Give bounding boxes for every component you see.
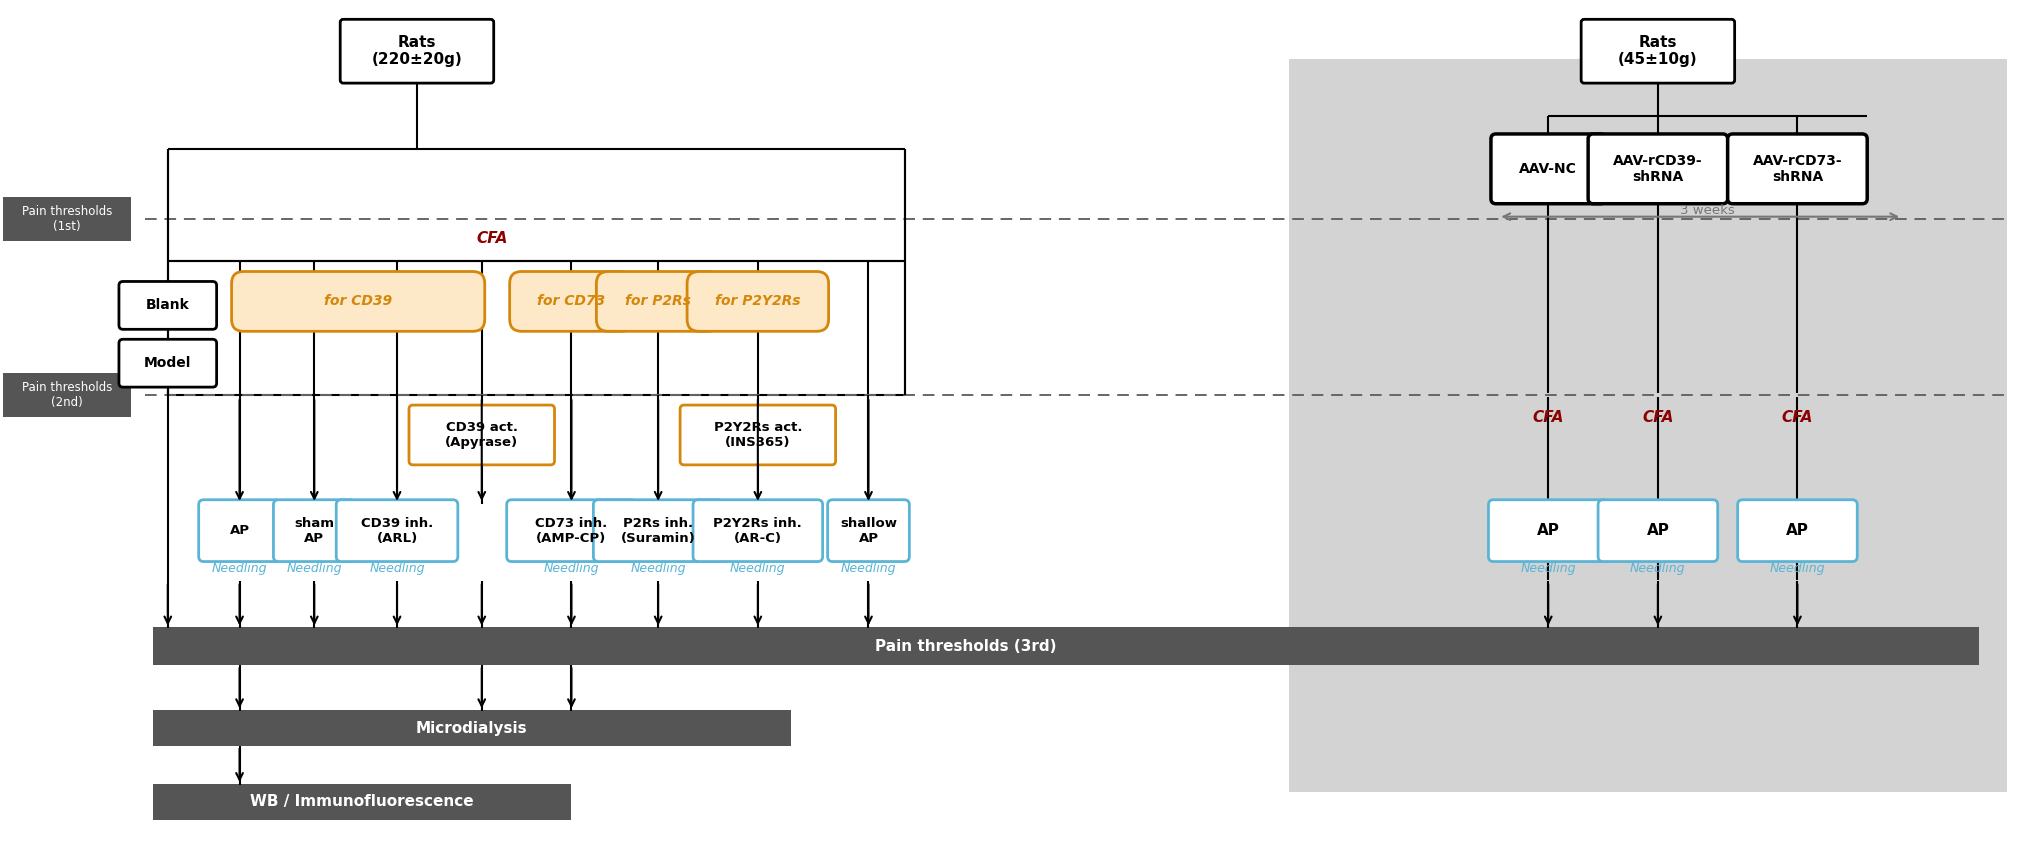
- FancyBboxPatch shape: [681, 405, 835, 465]
- Text: Model: Model: [144, 357, 191, 370]
- FancyBboxPatch shape: [1589, 134, 1727, 204]
- FancyBboxPatch shape: [1581, 20, 1735, 83]
- Text: Needling: Needling: [729, 562, 786, 575]
- Bar: [152, 710, 790, 746]
- Text: for P2Y2Rs: for P2Y2Rs: [715, 295, 801, 308]
- Text: AP: AP: [230, 524, 250, 537]
- Text: AAV-NC: AAV-NC: [1520, 162, 1577, 176]
- Text: Needling: Needling: [545, 562, 599, 575]
- Text: shallow
AP: shallow AP: [839, 517, 896, 545]
- FancyBboxPatch shape: [274, 500, 356, 561]
- Text: Pain thresholds
(2nd): Pain thresholds (2nd): [22, 381, 112, 409]
- FancyBboxPatch shape: [1597, 500, 1717, 561]
- Bar: [4, 197, 130, 240]
- Text: WB / Immunofluorescence: WB / Immunofluorescence: [250, 795, 473, 809]
- Text: CFA: CFA: [1642, 409, 1674, 424]
- Bar: [4, 374, 130, 417]
- Text: AP: AP: [1646, 523, 1670, 538]
- FancyBboxPatch shape: [339, 20, 494, 83]
- Text: CFA: CFA: [1532, 409, 1565, 424]
- FancyBboxPatch shape: [1737, 500, 1857, 561]
- Text: 3 weeks: 3 weeks: [1680, 205, 1735, 217]
- Text: CD39 inh.
(ARL): CD39 inh. (ARL): [362, 517, 433, 545]
- Text: Needling: Needling: [1770, 562, 1825, 575]
- FancyBboxPatch shape: [199, 500, 280, 561]
- Text: CD39 act.
(Apyrase): CD39 act. (Apyrase): [445, 421, 518, 449]
- Text: Pain thresholds (3rd): Pain thresholds (3rd): [876, 638, 1057, 654]
- Text: Needling: Needling: [630, 562, 687, 575]
- Text: P2Rs inh.
(Suramin): P2Rs inh. (Suramin): [622, 517, 695, 545]
- Text: Needling: Needling: [1630, 562, 1687, 575]
- Text: Needling: Needling: [211, 562, 268, 575]
- Bar: [152, 784, 571, 819]
- FancyBboxPatch shape: [1491, 134, 1605, 204]
- Text: Needling: Needling: [287, 562, 341, 575]
- Text: Needling: Needling: [841, 562, 896, 575]
- FancyBboxPatch shape: [232, 272, 486, 331]
- Text: sham
AP: sham AP: [295, 517, 335, 545]
- FancyBboxPatch shape: [593, 500, 723, 561]
- FancyBboxPatch shape: [335, 500, 457, 561]
- FancyBboxPatch shape: [827, 500, 910, 561]
- Text: Rats
(45±10g): Rats (45±10g): [1617, 35, 1697, 67]
- Text: Needling: Needling: [370, 562, 425, 575]
- FancyBboxPatch shape: [595, 272, 719, 331]
- Text: AP: AP: [1786, 523, 1808, 538]
- FancyBboxPatch shape: [408, 405, 555, 465]
- Text: Needling: Needling: [1520, 562, 1577, 575]
- Text: for CD73: for CD73: [536, 295, 606, 308]
- FancyBboxPatch shape: [693, 500, 823, 561]
- FancyBboxPatch shape: [1489, 500, 1607, 561]
- Text: Microdialysis: Microdialysis: [417, 721, 528, 735]
- Text: AAV-rCD73-
shRNA: AAV-rCD73- shRNA: [1754, 154, 1843, 184]
- Text: P2Y2Rs inh.
(AR-C): P2Y2Rs inh. (AR-C): [713, 517, 803, 545]
- Text: AP: AP: [1536, 523, 1561, 538]
- Text: Blank: Blank: [146, 298, 189, 312]
- FancyBboxPatch shape: [510, 272, 634, 331]
- Text: CD73 inh.
(AMP-CP): CD73 inh. (AMP-CP): [534, 517, 608, 545]
- Text: for CD39: for CD39: [323, 295, 392, 308]
- Text: CFA: CFA: [1782, 409, 1813, 424]
- Bar: [152, 627, 1979, 666]
- FancyBboxPatch shape: [506, 500, 636, 561]
- Text: CFA: CFA: [475, 231, 508, 246]
- Text: P2Y2Rs act.
(INS365): P2Y2Rs act. (INS365): [713, 421, 803, 449]
- FancyBboxPatch shape: [120, 282, 217, 329]
- Bar: [1288, 59, 2008, 792]
- Text: Rats
(220±20g): Rats (220±20g): [372, 35, 463, 67]
- FancyBboxPatch shape: [120, 340, 217, 387]
- Text: AAV-rCD39-
shRNA: AAV-rCD39- shRNA: [1613, 154, 1703, 184]
- Text: Pain thresholds
(1st): Pain thresholds (1st): [22, 205, 112, 233]
- FancyBboxPatch shape: [687, 272, 829, 331]
- FancyBboxPatch shape: [1727, 134, 1867, 204]
- Text: for P2Rs: for P2Rs: [626, 295, 691, 308]
